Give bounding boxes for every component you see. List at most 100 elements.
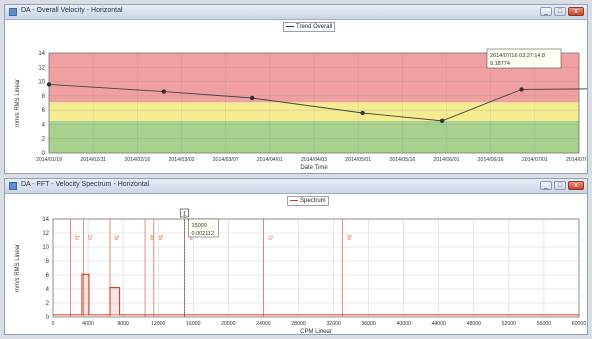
x-tick-label: 4000 — [82, 321, 94, 327]
y-tick-label: 12 — [38, 65, 45, 71]
y-tick-label: 4 — [46, 287, 50, 293]
y-tick-label: 10 — [38, 80, 45, 86]
y-tick-label: 10 — [42, 245, 49, 251]
y-tick-label: 0 — [46, 315, 50, 321]
plot-frame — [52, 218, 580, 318]
cursor-handle[interactable] — [180, 208, 189, 218]
x-tick-label: 24000 — [256, 321, 271, 327]
close-button[interactable]: x — [568, 181, 584, 190]
spectrum-peak[interactable] — [81, 274, 90, 316]
trend-chart[interactable]: 0 2 4 6 8 10 12 14 2014/01/19 2014/02/11 2014/02/1… — [5, 5, 587, 173]
harmonic-marker-label: 7x — [266, 235, 272, 241]
x-axis-label: CPM Linear — [300, 329, 332, 334]
spectrum-legend[interactable]: Spectrum — [287, 196, 329, 206]
alarm-band — [49, 120, 579, 153]
trend-point[interactable] — [46, 82, 52, 87]
x-tick-label: 52000 — [502, 321, 517, 327]
close-button[interactable]: x — [568, 7, 584, 16]
y-tick-label: 6 — [46, 273, 50, 279]
legend-line-icon — [290, 199, 298, 201]
y-tick-label: 2 — [42, 137, 46, 143]
trend-window-title: DA - Overall Velocity - Horizontal — [21, 7, 123, 14]
y-tick-label: 6 — [42, 108, 46, 114]
x-tick-label: 0 — [52, 321, 55, 327]
spectrum-window-title: DA - FFT - Velocity Spectrum - Horizonta… — [21, 181, 150, 188]
cursor-tooltip — [188, 218, 219, 238]
x-tick-label: 2014/03/02 — [169, 157, 195, 163]
spectrum-window-titlebar[interactable]: DA - FFT - Velocity Spectrum - Horizonta… — [5, 179, 587, 194]
x-tick-label: 2014/03/07 — [213, 157, 239, 163]
cursor-tooltip-value: 9.18774 — [490, 61, 510, 67]
harmonic-marker-label: 6x — [188, 235, 194, 241]
trend-point[interactable] — [249, 95, 255, 101]
trend-point[interactable] — [519, 87, 524, 92]
x-tick-label: 28000 — [291, 321, 306, 327]
trend-point[interactable] — [439, 118, 445, 124]
harmonic-marker-label: 3x — [113, 235, 119, 241]
harmonic-marker-label: 1x — [74, 235, 80, 241]
maximize-button[interactable]: □ — [554, 181, 566, 190]
y-axis-label: mm/s RMS Linear — [15, 79, 21, 127]
x-tick-label: 2014/07/01 — [522, 157, 548, 163]
spectrum-window[interactable]: DA - FFT - Velocity Spectrum - Horizonta… — [4, 178, 588, 335]
cursor-label: 1 — [183, 212, 187, 218]
x-tick-label: 32000 — [326, 321, 341, 327]
y-tick-label: 12 — [42, 231, 49, 237]
harmonic-marker-label: 2x — [87, 235, 93, 241]
trend-point[interactable] — [161, 89, 167, 94]
y-tick-label: 8 — [46, 259, 50, 265]
x-tick-label: 44000 — [432, 321, 447, 327]
harmonic-marker-label: 4x — [148, 235, 154, 241]
x-tick-label: 8000 — [117, 321, 129, 327]
x-tick-label: 2014/05/16 — [389, 157, 415, 163]
x-tick-label: 36000 — [361, 321, 376, 327]
trend-point[interactable] — [360, 110, 365, 116]
plot-frame — [48, 52, 580, 154]
harmonic-marker-label: 5x — [157, 235, 163, 241]
window-app-icon — [9, 182, 17, 190]
x-tick-label: 2014/07/16 — [566, 157, 587, 163]
trend-window-titlebar[interactable]: DA - Overall Velocity - Horizontal _ □ x — [5, 5, 587, 20]
trend-legend[interactable]: Trend Overall — [283, 22, 336, 32]
trend-window[interactable]: DA - Overall Velocity - Horizontal _ □ x… — [4, 4, 588, 174]
x-tick-label: 2014/02/16 — [124, 157, 150, 163]
window-app-icon — [9, 8, 17, 16]
x-tick-label: 2014/06/16 — [478, 157, 504, 163]
x-tick-label: 2014/06/01 — [434, 157, 460, 163]
x-tick-label: 12000 — [151, 321, 166, 327]
alarm-band — [49, 102, 579, 121]
y-tick-label: 0 — [42, 151, 46, 157]
y-axis-label: mm/s RMS Linear — [15, 244, 21, 292]
y-tick-label: 8 — [42, 94, 46, 100]
x-tick-label: 60000 — [572, 321, 587, 327]
trend-legend-label: Trend Overall — [296, 24, 333, 30]
x-axis-label: Date Time — [300, 165, 328, 171]
x-tick-label: 2014/04/03 — [301, 157, 327, 163]
x-tick-label: 20000 — [221, 321, 236, 327]
spectrum-chart[interactable]: 0 2 4 6 8 10 12 14 0 4000 8000 12000 16000 20000 24000… — [5, 179, 587, 334]
legend-line-icon — [286, 25, 294, 27]
harmonic-marker-label: 8x — [345, 235, 351, 241]
cursor-tooltip — [486, 48, 562, 69]
x-tick-label: 2014/02/11 — [80, 157, 106, 163]
cursor-tooltip-value: 0.002112 — [192, 231, 215, 237]
minimize-button[interactable]: _ — [540, 7, 552, 16]
y-tick-label: 4 — [42, 122, 46, 128]
y-tick-label: 14 — [42, 217, 49, 223]
y-tick-label: 2 — [46, 301, 50, 307]
spectrum-legend-label: Spectrum — [300, 198, 326, 204]
x-tick-label: 48000 — [467, 321, 482, 327]
maximize-button[interactable]: □ — [554, 7, 566, 16]
x-tick-label: 2014/01/19 — [36, 157, 62, 163]
plot-area — [53, 219, 579, 317]
minimize-button[interactable]: _ — [540, 181, 552, 190]
x-tick-label: 16000 — [186, 321, 201, 327]
cursor-tooltip-time: 2014/07/16 03:27:14.8 — [490, 53, 545, 59]
x-tick-label: 56000 — [537, 321, 552, 327]
y-tick-label: 14 — [38, 51, 45, 57]
x-tick-label: 40000 — [396, 321, 411, 327]
cursor-tooltip-x: 15000 — [192, 223, 207, 229]
x-tick-label: 2014/05/01 — [345, 157, 371, 163]
spectrum-peak[interactable] — [109, 287, 120, 316]
x-tick-label: 2014/04/01 — [257, 157, 283, 163]
